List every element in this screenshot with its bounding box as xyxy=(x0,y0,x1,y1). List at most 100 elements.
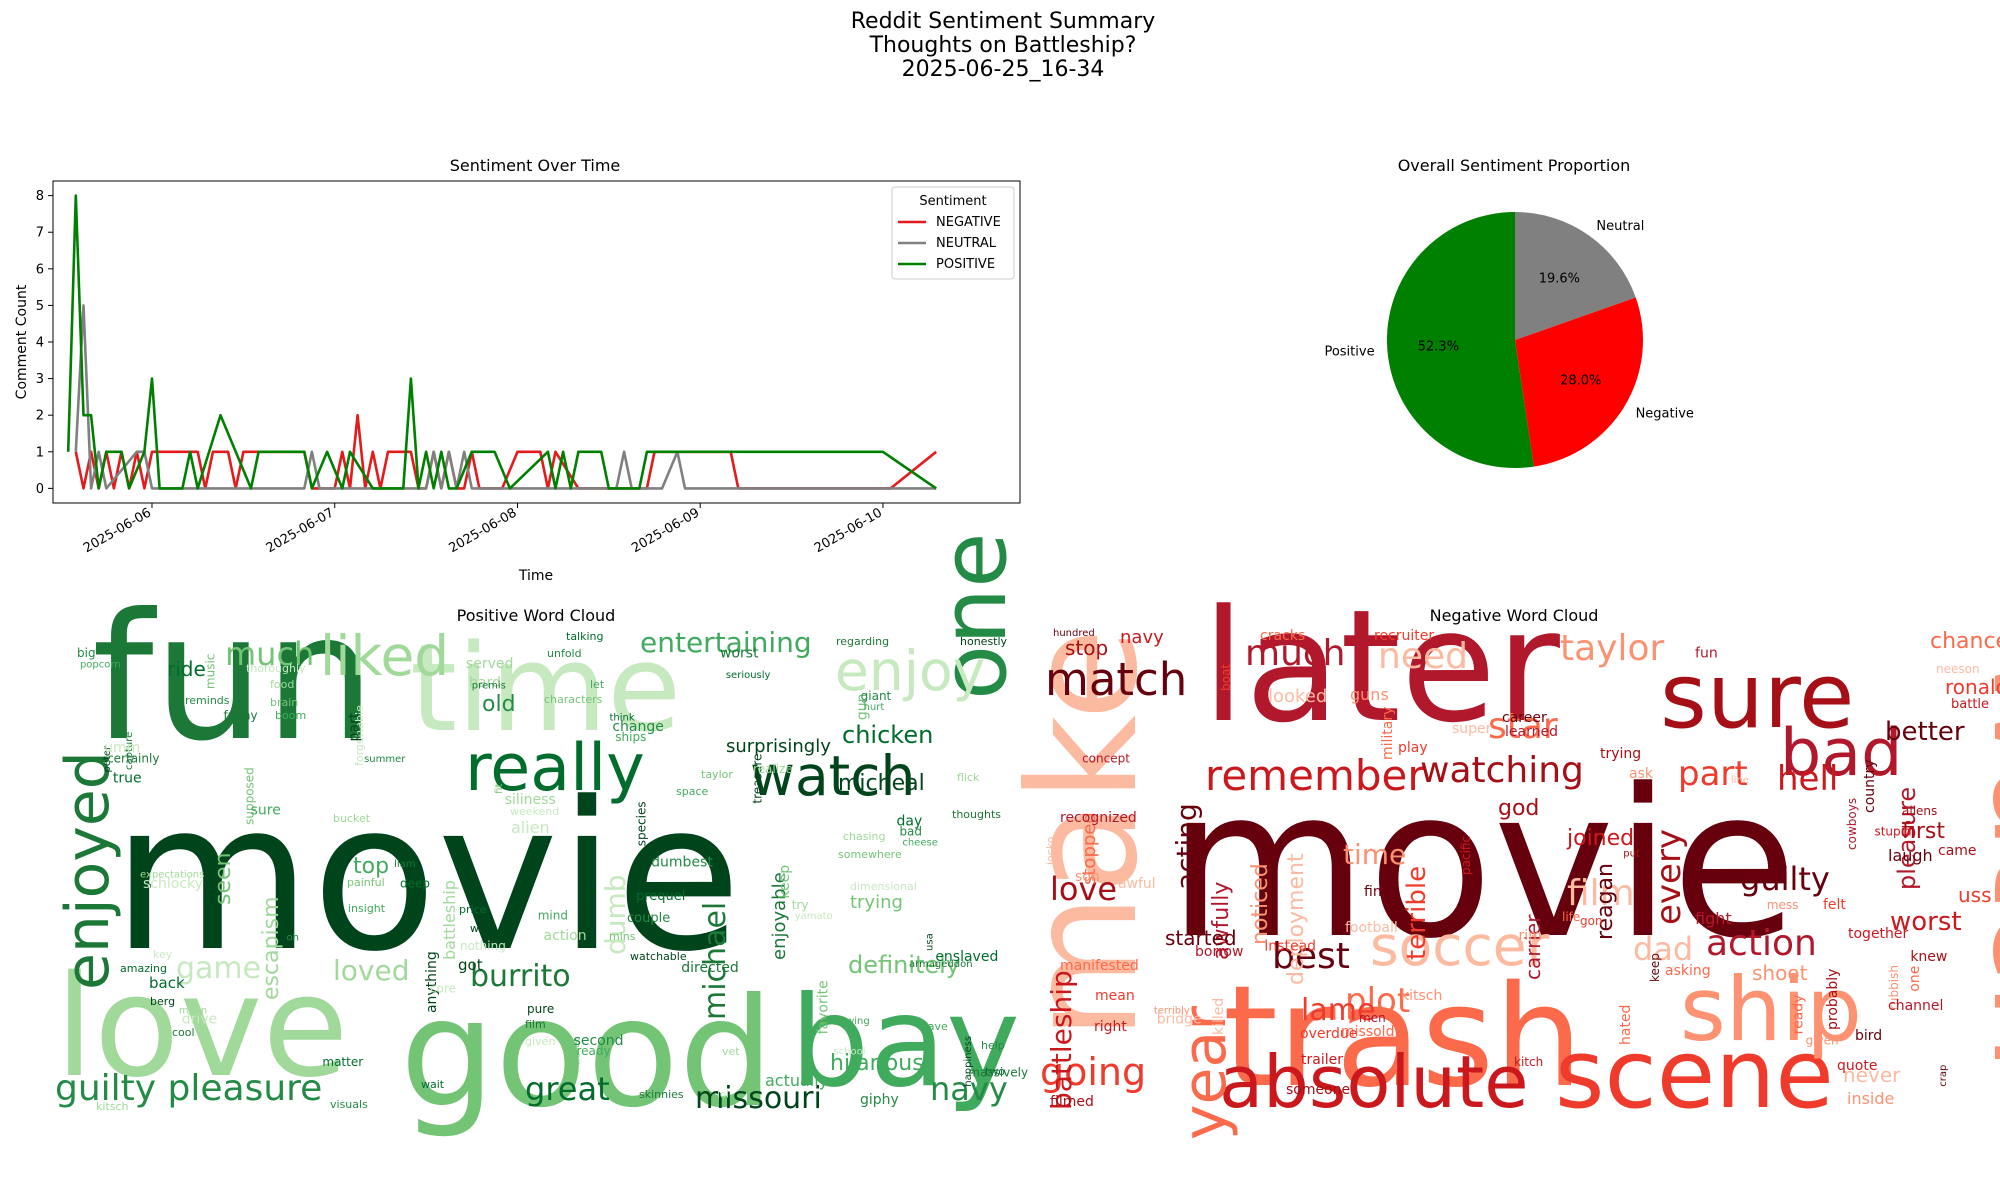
word-noticed: noticed xyxy=(1248,863,1273,945)
word-together: together xyxy=(1848,926,1909,942)
word-time: time xyxy=(410,620,681,759)
word-terribly: terribly xyxy=(1154,1006,1190,1017)
word-seen: seen xyxy=(211,853,236,905)
y-tick-label: 2 xyxy=(36,409,44,424)
word-recognized: recognized xyxy=(1060,810,1137,826)
word-chance: chance xyxy=(1930,629,2000,654)
word-school: school xyxy=(833,1047,865,1058)
word-need: need xyxy=(1378,636,1468,677)
word-ticket: ticket xyxy=(571,1038,582,1066)
word-pacific: pacific xyxy=(1459,836,1473,875)
word-boat: boat xyxy=(1219,664,1233,691)
word-final: final xyxy=(1364,884,1394,900)
word-supposed: supposed xyxy=(243,767,257,825)
word-cowboys: cowboys xyxy=(1845,798,1859,850)
word-hated: hated xyxy=(1618,1005,1634,1045)
word-sure: sure xyxy=(1660,644,1854,749)
word-deep: deep xyxy=(400,876,430,890)
word-sure: sure xyxy=(251,803,281,819)
word-movie: movie xyxy=(1168,746,1798,984)
pie-label-positive: Positive xyxy=(1324,344,1374,359)
word-trailer: trailer xyxy=(1301,1052,1343,1068)
word-filmed: filmed xyxy=(1050,1094,1094,1110)
word-talking: talking xyxy=(566,630,604,643)
word-species: species xyxy=(634,801,648,846)
word-plot: plot xyxy=(1345,981,1410,1021)
word-mind: mind xyxy=(538,908,568,922)
word-watching: watching xyxy=(1420,750,1584,791)
word-every: every xyxy=(1649,829,1689,925)
word-concept: concept xyxy=(1082,751,1130,765)
word-unfold: unfold xyxy=(547,647,582,660)
word-mean: mean xyxy=(179,1006,207,1017)
word-matter: matter xyxy=(322,1055,363,1069)
word-bad: bad xyxy=(1780,716,1902,791)
word-wife: wife xyxy=(470,922,493,935)
word-help: help xyxy=(981,1039,1005,1052)
word-day: day xyxy=(897,813,923,829)
word-bridge: bridge xyxy=(1157,1012,1202,1028)
word-good: good xyxy=(400,967,774,1141)
word-super: super xyxy=(1452,721,1492,737)
word-happiness: happiness xyxy=(963,1036,974,1087)
word-started: started xyxy=(1165,926,1237,950)
word-weekend: weekend xyxy=(510,805,559,818)
word-manifested: manifested xyxy=(1060,958,1139,974)
word-dumb: dumb xyxy=(599,874,632,955)
word-fun: fun xyxy=(1695,646,1718,662)
word-painful: painful xyxy=(347,876,385,889)
word-put: put xyxy=(1623,848,1640,859)
word-going: going xyxy=(1040,1050,1146,1094)
suptitle-line-3: 2025-06-25_16-34 xyxy=(902,57,1105,82)
word-alien: alien xyxy=(511,818,550,837)
word-felt: felt xyxy=(1823,897,1846,913)
word-film: film xyxy=(1567,873,1635,914)
word-boom: boom xyxy=(275,709,306,722)
word-trying: trying xyxy=(1600,746,1641,762)
word-bucket: bucket xyxy=(333,812,371,825)
word-year: year xyxy=(1170,1006,1240,1140)
word-battle: battle xyxy=(1951,697,1989,712)
word-regarding: regarding xyxy=(836,635,889,648)
word-berg: berg xyxy=(150,995,175,1008)
word-knew: knew xyxy=(1910,949,1947,965)
word-joined: joined xyxy=(1566,826,1634,851)
word-key: key xyxy=(153,948,173,961)
word-back: back xyxy=(149,974,185,992)
word-true: true xyxy=(113,771,142,787)
word-movie: movie xyxy=(112,759,742,997)
word-hell: hell xyxy=(1777,759,1838,799)
word-overdue: overdue xyxy=(1300,1026,1357,1042)
legend-label-positive: POSITIVE xyxy=(936,257,995,272)
word-kitch: kitch xyxy=(1514,1055,1543,1069)
word-pleasure: pleasure xyxy=(1893,787,1921,890)
word-instead: instead xyxy=(1264,938,1316,954)
word-love: love xyxy=(1050,870,1117,908)
y-tick-label: 7 xyxy=(36,226,44,241)
word-match: match xyxy=(1045,653,1187,706)
word-bay: bay xyxy=(790,970,1020,1115)
word-one: one xyxy=(1907,966,1923,992)
word-laugh: laugh xyxy=(1888,846,1933,865)
word-hurt: hurt xyxy=(864,702,885,713)
word-rubbish: rubbish xyxy=(1887,965,1901,1010)
word-line: line xyxy=(1731,775,1749,786)
word-ready: ready xyxy=(576,1044,610,1058)
x-tick-label: 2025-06-10 xyxy=(812,505,885,556)
pie-percent-positive: 52.3% xyxy=(1418,340,1459,355)
pie-slice-neutral xyxy=(1515,212,1636,340)
word-country: country xyxy=(1862,759,1878,813)
pie-label-neutral: Neutral xyxy=(1596,219,1644,234)
word-nothing: nothing xyxy=(460,939,506,953)
y-ticks: 0 1 2 3 4 5 6 7 8 xyxy=(36,189,53,497)
word-entertaining: entertaining xyxy=(640,626,812,659)
word-guilty-pleasure: guilty pleasure xyxy=(55,1068,322,1109)
word-dimensional: dimensional xyxy=(850,880,917,893)
word-part: part xyxy=(1678,754,1748,794)
word-vet: vet xyxy=(722,1045,740,1058)
pie-chart-title: Overall Sentiment Proportion xyxy=(1398,156,1631,175)
word-chicken: chicken xyxy=(842,721,933,749)
line-series-layer xyxy=(66,194,938,490)
word-better: better xyxy=(1885,717,1965,747)
